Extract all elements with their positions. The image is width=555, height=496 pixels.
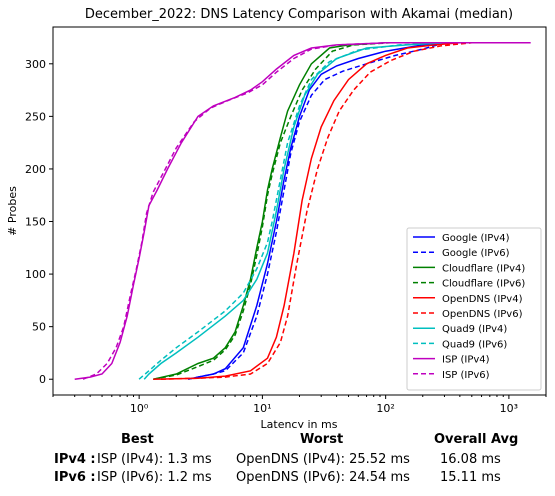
summary-avg-ipv6: 15.11 ms bbox=[440, 470, 501, 485]
series-line-isp-ipv6 bbox=[82, 42, 531, 380]
summary-header-avg: Overall Avg bbox=[434, 432, 519, 447]
y-axis-label: # Probes bbox=[6, 186, 19, 236]
legend-entry: OpenDNS (IPv6) bbox=[442, 309, 523, 320]
summary-row-label-ipv4: IPv4 : bbox=[54, 452, 96, 467]
legend-box bbox=[406, 227, 542, 391]
summary-header-best: Best bbox=[121, 432, 154, 447]
chart-title: December_2022: DNS Latency Comparison wi… bbox=[85, 7, 513, 22]
legend-entry: Google (IPv6) bbox=[442, 248, 510, 259]
summary-avg-ipv4: 16.08 ms bbox=[440, 452, 501, 467]
series-line-opendns-ipv4 bbox=[153, 42, 497, 380]
legend-entry: Google (IPv4) bbox=[442, 233, 510, 244]
y-axis: 0 50 100 150 200 250 300 bbox=[25, 58, 53, 386]
legend-entry: Cloudflare (IPv6) bbox=[442, 279, 525, 290]
x-axis: 10⁰ 10¹ 10² 10³ bbox=[52, 395, 547, 415]
series-line-google-ipv6 bbox=[188, 42, 445, 380]
series-line-cloudflare-ipv6 bbox=[153, 42, 391, 380]
series-line-google-ipv4 bbox=[188, 42, 445, 380]
x-axis-label: Latency in ms bbox=[261, 418, 338, 428]
summary-header-worst: Worst bbox=[300, 432, 344, 447]
summary-worst-ipv4: OpenDNS (IPv4): 25.52 ms bbox=[236, 452, 410, 467]
x-tick-label: 10² bbox=[376, 402, 394, 415]
latency-chart: December_2022: DNS Latency Comparison wi… bbox=[6, 7, 547, 428]
summary-table: Best Worst Overall Avg IPv4 : ISP (IPv4)… bbox=[0, 428, 555, 496]
y-tick-label: 150 bbox=[25, 216, 46, 229]
summary-worst-ipv6: OpenDNS (IPv6): 24.54 ms bbox=[236, 470, 410, 485]
y-tick-label: 250 bbox=[25, 110, 46, 123]
series-line-isp-ipv4 bbox=[74, 42, 531, 380]
summary-best-ipv6: ISP (IPv6): 1.2 ms bbox=[97, 470, 212, 485]
summary-row-label-ipv6: IPv6 : bbox=[54, 470, 96, 485]
legend-entry: ISP (IPv4) bbox=[442, 355, 490, 366]
legend-entry: Cloudflare (IPv4) bbox=[442, 263, 525, 274]
x-tick-label: 10¹ bbox=[253, 402, 271, 415]
y-tick-label: 100 bbox=[25, 268, 46, 281]
y-tick-label: 50 bbox=[32, 321, 46, 334]
series-line-cloudflare-ipv4 bbox=[153, 42, 386, 380]
legend-entry: OpenDNS (IPv4) bbox=[442, 294, 523, 305]
legend-entry: Quad9 (IPv6) bbox=[442, 339, 507, 350]
y-tick-label: 200 bbox=[25, 163, 46, 176]
legend-entry: Quad9 (IPv4) bbox=[442, 324, 507, 335]
y-tick-label: 300 bbox=[25, 58, 46, 71]
y-tick-label: 0 bbox=[39, 373, 46, 386]
summary-best-ipv4: ISP (IPv4): 1.3 ms bbox=[97, 452, 212, 467]
x-tick-label: 10³ bbox=[500, 402, 518, 415]
legend: Google (IPv4) Google (IPv6) Cloudflare (IP… bbox=[406, 227, 542, 391]
series-line-quad9-ipv6 bbox=[138, 42, 445, 380]
series-lines bbox=[74, 42, 531, 380]
series-line-opendns-ipv6 bbox=[160, 42, 472, 380]
series-line-quad9-ipv4 bbox=[143, 42, 445, 380]
legend-entry: ISP (IPv6) bbox=[442, 370, 490, 381]
x-tick-label: 10⁰ bbox=[130, 402, 149, 415]
